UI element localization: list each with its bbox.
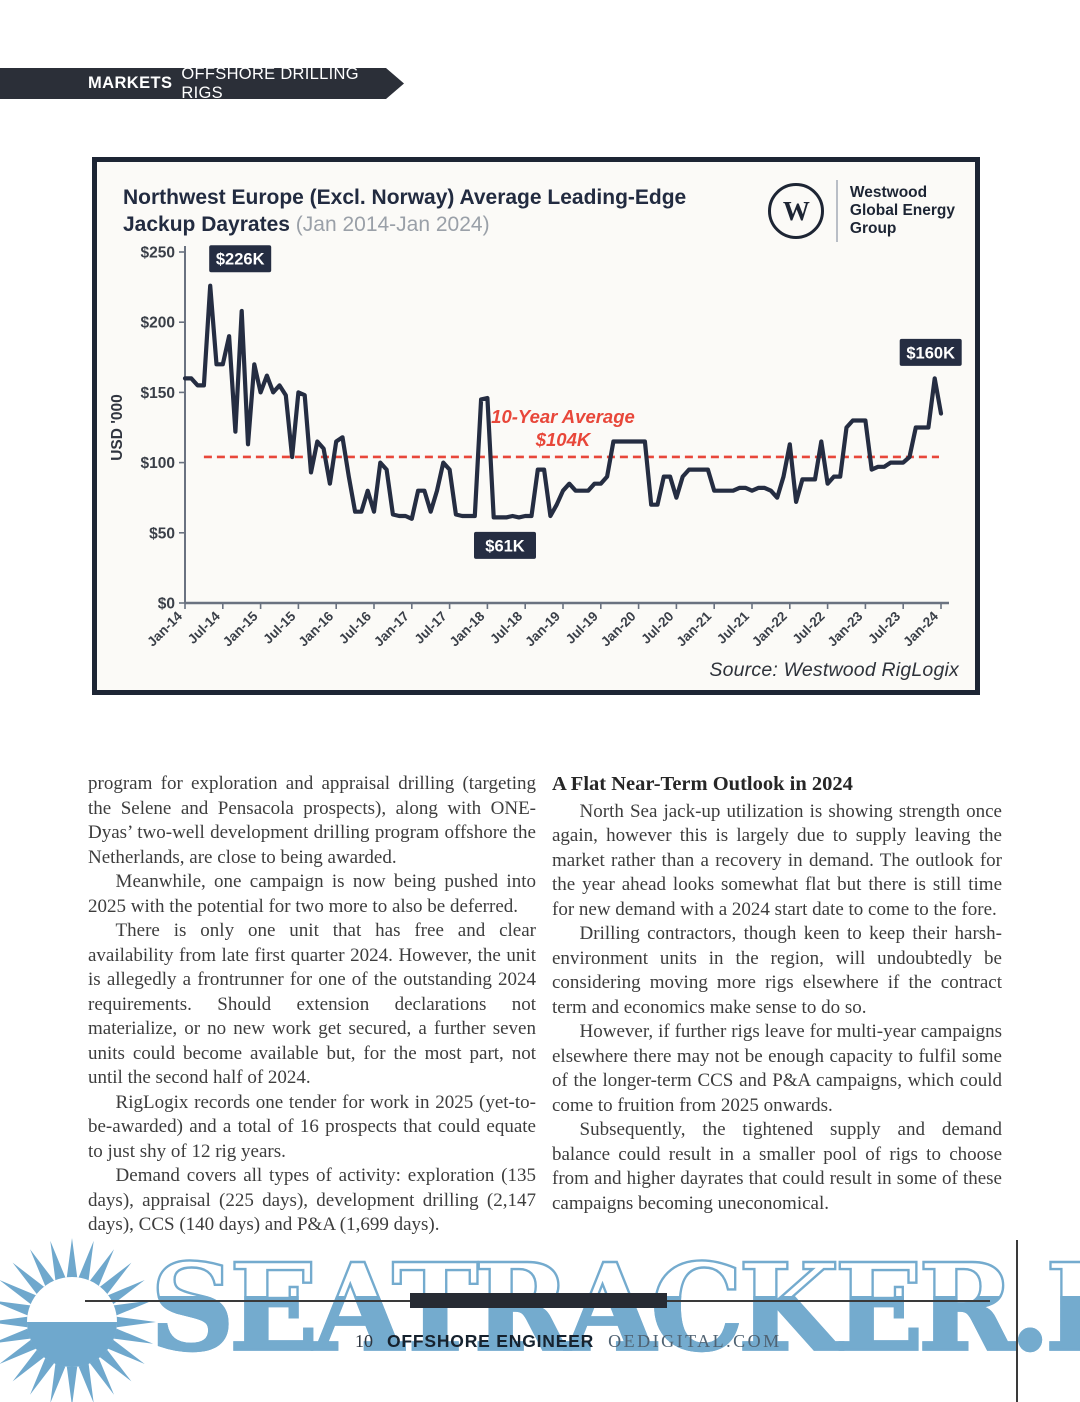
svg-text:Jul-16: Jul-16 bbox=[336, 608, 375, 647]
chart-plot-area: $0 $50 $100 $150 $200 $250 USD '000 Jan-14 Jul-1… bbox=[107, 245, 969, 660]
westwood-logo: W Westwood Global Energy Group bbox=[768, 180, 955, 242]
topic-label: OFFSHORE DRILLING RIGS bbox=[181, 64, 359, 102]
svg-text:$160K: $160K bbox=[906, 344, 955, 362]
article-subheading: A Flat Near-Term Outlook in 2024 bbox=[552, 773, 853, 795]
svg-text:Jan-22: Jan-22 bbox=[749, 609, 790, 650]
svg-text:$61K: $61K bbox=[485, 537, 525, 555]
paragraph: Subsequently, the tightened supply and d… bbox=[552, 1119, 1002, 1214]
paragraph: Demand covers all types of activity: exp… bbox=[88, 1165, 536, 1235]
svg-text:Jul-15: Jul-15 bbox=[260, 608, 299, 647]
paragraph: Meanwhile, one campaign is now being pus… bbox=[88, 871, 536, 917]
paragraph: RigLogix records one tender for work in … bbox=[88, 1091, 536, 1162]
section-header-band: MARKETS OFFSHORE DRILLING RIGS bbox=[0, 68, 404, 99]
svg-text:10-Year Average: 10-Year Average bbox=[491, 406, 635, 427]
footer: 10 OFFSHORE ENGINEER OEDIGITAL.COM bbox=[355, 1331, 782, 1352]
svg-text:$100: $100 bbox=[141, 455, 175, 472]
magazine-name: OFFSHORE ENGINEER bbox=[387, 1331, 595, 1351]
svg-text:$104K: $104K bbox=[535, 429, 592, 450]
svg-text:Jul-14: Jul-14 bbox=[185, 608, 224, 647]
svg-text:Jan-19: Jan-19 bbox=[522, 609, 563, 650]
seatracker-watermark: SEATRACKER.RU bbox=[149, 1247, 1080, 1369]
svg-text:Jul-19: Jul-19 bbox=[563, 609, 601, 647]
svg-text:$150: $150 bbox=[141, 385, 175, 402]
svg-text:$250: $250 bbox=[141, 245, 175, 262]
westwood-logo-name: Westwood Global Energy Group bbox=[850, 184, 955, 237]
svg-text:$0: $0 bbox=[158, 596, 175, 613]
paragraph: Drilling contractors, though keen to kee… bbox=[552, 923, 1002, 1018]
westwood-monogram-icon: W bbox=[768, 183, 825, 239]
svg-text:Jul-18: Jul-18 bbox=[487, 608, 526, 647]
logo-divider bbox=[836, 180, 838, 242]
section-label: MARKETS bbox=[88, 74, 173, 92]
svg-text:USD '000: USD '000 bbox=[109, 394, 126, 461]
svg-text:Jul-17: Jul-17 bbox=[412, 609, 450, 647]
svg-text:$200: $200 bbox=[141, 315, 175, 332]
footer-dark-bar bbox=[410, 1293, 667, 1308]
svg-text:Jan-20: Jan-20 bbox=[598, 609, 639, 650]
chart-title: Northwest Europe (Excl. Norway) Average … bbox=[123, 184, 686, 239]
chart-title-line1: Northwest Europe (Excl. Norway) Average … bbox=[123, 186, 687, 209]
svg-text:$226K: $226K bbox=[216, 251, 265, 269]
dayrates-chart-figure: Northwest Europe (Excl. Norway) Average … bbox=[92, 157, 980, 695]
svg-text:Jul-22: Jul-22 bbox=[790, 609, 828, 647]
svg-text:$50: $50 bbox=[149, 525, 175, 542]
footer-vertical-line bbox=[1016, 1240, 1018, 1402]
svg-text:Jul-20: Jul-20 bbox=[638, 609, 676, 647]
svg-text:Jan-14: Jan-14 bbox=[144, 608, 185, 649]
page-number: 10 bbox=[355, 1331, 373, 1351]
svg-text:Jan-23: Jan-23 bbox=[825, 608, 866, 649]
chart-title-period: (Jan 2014-Jan 2024) bbox=[289, 213, 490, 237]
svg-text:Jan-21: Jan-21 bbox=[673, 608, 714, 649]
svg-text:Jan-24: Jan-24 bbox=[900, 608, 941, 649]
paragraph: program for exploration and appraisal dr… bbox=[88, 773, 536, 868]
sun-logo-icon bbox=[0, 1238, 156, 1402]
article-left-column: program for exploration and appraisal dr… bbox=[88, 772, 536, 1238]
website-label: OEDIGITAL.COM bbox=[608, 1331, 782, 1351]
svg-text:Jan-17: Jan-17 bbox=[371, 609, 412, 650]
svg-text:Jul-23: Jul-23 bbox=[865, 608, 904, 647]
paragraph: There is only one unit that has free and… bbox=[88, 920, 536, 1088]
paragraph: However, if further rigs leave for multi… bbox=[552, 1021, 1002, 1116]
logo-name-line3: Group bbox=[849, 219, 897, 237]
paragraph: North Sea jack-up utilization is showing… bbox=[552, 800, 1002, 920]
svg-text:Jan-18: Jan-18 bbox=[447, 608, 488, 649]
article-right-column: A Flat Near-Term Outlook in 2024 North S… bbox=[552, 772, 1002, 1216]
logo-name-line1: Westwood bbox=[849, 184, 928, 202]
svg-text:Jul-21: Jul-21 bbox=[714, 608, 753, 647]
svg-text:Jan-15: Jan-15 bbox=[220, 608, 261, 649]
chart-title-line2: Jackup Dayrates bbox=[123, 213, 290, 237]
logo-name-line2: Global Energy bbox=[849, 202, 955, 220]
svg-text:Jan-16: Jan-16 bbox=[295, 608, 336, 649]
chart-source: Source: Westwood RigLogix bbox=[709, 659, 959, 681]
